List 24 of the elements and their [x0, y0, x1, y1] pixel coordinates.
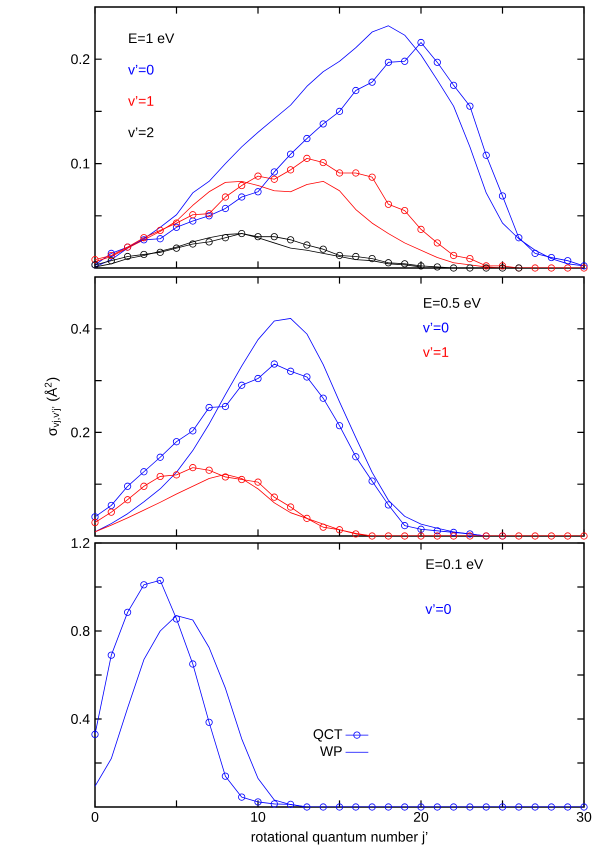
annotation: v’=0: [128, 64, 154, 75]
y-tick-label: 0.4: [71, 714, 90, 724]
legend-label: QCT: [314, 729, 342, 742]
annotation: E=1 eV: [129, 33, 174, 44]
y-tick-label: 0.2: [71, 427, 90, 438]
annotation: v’=1: [422, 347, 448, 357]
annotation: E=0.5 eV: [424, 298, 481, 308]
annotation: v’=2: [128, 127, 154, 138]
legend-label: WP: [320, 746, 342, 756]
x-tick-label: 30: [576, 812, 592, 822]
x-tick-label: 0: [92, 812, 98, 822]
y-tick-label: 0.2: [71, 54, 90, 64]
annotation: E=0.1 eV: [426, 559, 484, 570]
x-axis-title: rotational quantum number j’: [252, 831, 428, 844]
x-tick-label: 10: [251, 812, 266, 822]
x-tick-label: 20: [414, 812, 428, 822]
y-tick-label: 0.4: [71, 324, 90, 334]
y-axis-title: σ$_{vj,v’j’}$ (Å$^{2}$): [44, 378, 61, 436]
annotation: v’=0: [422, 322, 448, 332]
annotation: v’=1: [128, 96, 154, 106]
y-tick-label: 0.8: [71, 626, 90, 636]
y-tick-label: 1.2: [72, 538, 90, 548]
annotation: v’=0: [425, 604, 451, 614]
y-tick-label: 0.1: [71, 158, 90, 169]
